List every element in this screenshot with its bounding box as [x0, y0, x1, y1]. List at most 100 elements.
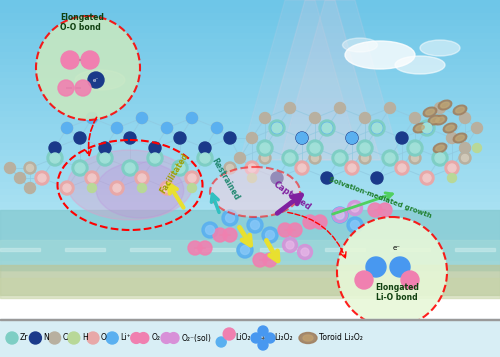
Circle shape	[251, 333, 261, 343]
Circle shape	[448, 164, 456, 172]
Circle shape	[472, 122, 482, 134]
Circle shape	[296, 132, 308, 144]
Circle shape	[126, 165, 134, 171]
Bar	[0, 162, 500, 170]
Bar	[0, 6, 500, 14]
Circle shape	[160, 181, 174, 195]
Circle shape	[386, 155, 394, 161]
Circle shape	[286, 241, 294, 249]
Bar	[65, 248, 105, 251]
Circle shape	[100, 153, 110, 163]
Circle shape	[150, 142, 160, 154]
Circle shape	[378, 203, 392, 217]
Circle shape	[188, 174, 196, 182]
Circle shape	[48, 332, 60, 344]
Circle shape	[88, 72, 104, 88]
Circle shape	[282, 150, 298, 166]
Circle shape	[366, 257, 386, 277]
Ellipse shape	[428, 115, 442, 125]
Circle shape	[266, 231, 274, 240]
Circle shape	[362, 155, 368, 161]
Circle shape	[359, 152, 371, 164]
Circle shape	[87, 332, 99, 344]
Circle shape	[322, 122, 332, 134]
Circle shape	[88, 174, 96, 182]
Text: O: O	[101, 333, 107, 342]
Circle shape	[60, 181, 74, 195]
Bar	[0, 195, 500, 202]
Circle shape	[75, 80, 91, 96]
Circle shape	[72, 160, 88, 176]
Circle shape	[174, 162, 186, 174]
Circle shape	[186, 112, 198, 124]
Circle shape	[272, 123, 282, 133]
Circle shape	[436, 155, 444, 161]
Circle shape	[288, 223, 302, 237]
Bar	[0, 111, 500, 118]
Text: Solvation-mediated growth: Solvation-mediated growth	[328, 176, 432, 219]
Circle shape	[313, 215, 327, 229]
Circle shape	[271, 172, 283, 184]
Circle shape	[303, 215, 317, 229]
Circle shape	[284, 152, 296, 164]
Circle shape	[200, 152, 210, 164]
Circle shape	[434, 152, 446, 164]
Bar	[0, 227, 500, 235]
Circle shape	[50, 153, 60, 163]
Circle shape	[112, 122, 122, 134]
Ellipse shape	[453, 133, 467, 143]
Bar	[0, 136, 500, 144]
Bar	[325, 248, 365, 251]
Circle shape	[14, 172, 26, 183]
Circle shape	[334, 152, 345, 164]
Circle shape	[432, 150, 448, 166]
Circle shape	[50, 152, 60, 164]
Circle shape	[50, 142, 60, 154]
Ellipse shape	[395, 56, 445, 74]
Ellipse shape	[436, 117, 444, 123]
Circle shape	[258, 340, 268, 350]
Circle shape	[246, 162, 258, 174]
Circle shape	[396, 162, 407, 174]
Bar	[0, 150, 500, 157]
Circle shape	[62, 122, 72, 134]
Circle shape	[310, 142, 320, 154]
Circle shape	[322, 123, 332, 133]
Circle shape	[285, 153, 295, 163]
Circle shape	[138, 183, 146, 192]
Ellipse shape	[433, 115, 447, 125]
Circle shape	[434, 102, 446, 114]
Circle shape	[161, 333, 172, 343]
Circle shape	[36, 172, 48, 183]
Circle shape	[162, 122, 172, 134]
Circle shape	[322, 172, 332, 183]
Text: N: N	[44, 333, 49, 342]
Ellipse shape	[453, 105, 467, 115]
Circle shape	[49, 142, 61, 154]
Circle shape	[410, 112, 420, 124]
Circle shape	[226, 213, 234, 222]
Circle shape	[162, 122, 172, 134]
Circle shape	[99, 142, 111, 154]
Circle shape	[336, 211, 344, 220]
Circle shape	[332, 207, 348, 223]
Bar	[0, 208, 500, 216]
Circle shape	[202, 222, 218, 238]
Bar	[0, 117, 500, 125]
Bar	[195, 248, 235, 251]
Circle shape	[419, 120, 435, 136]
Circle shape	[284, 102, 296, 114]
Circle shape	[385, 153, 395, 163]
Bar	[0, 278, 500, 298]
Circle shape	[335, 153, 345, 163]
Bar	[0, 247, 500, 255]
Ellipse shape	[423, 107, 437, 117]
Circle shape	[24, 162, 36, 174]
Circle shape	[369, 120, 385, 136]
Bar	[0, 210, 500, 270]
Circle shape	[172, 160, 188, 176]
Circle shape	[307, 140, 323, 156]
Circle shape	[186, 172, 198, 183]
Ellipse shape	[420, 40, 460, 56]
Circle shape	[334, 152, 346, 164]
